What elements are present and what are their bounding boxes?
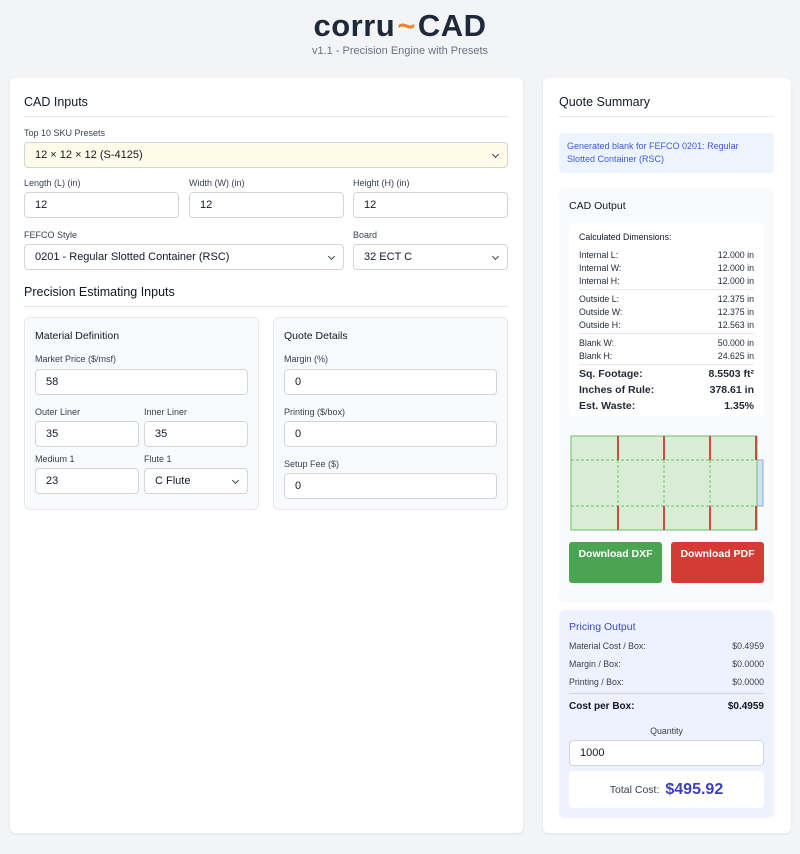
quote-details-title: Quote Details xyxy=(284,330,348,342)
fefco-select[interactable]: 0201 - Regular Slotted Container (RSC) xyxy=(24,244,344,270)
total-cost-box: Total Cost: $495.92 xyxy=(569,771,764,808)
printing-label: Printing ($/box) xyxy=(284,407,346,417)
printing-input[interactable]: 0 xyxy=(284,421,497,447)
cad-inputs-title: CAD Inputs xyxy=(24,95,88,109)
printing-row: Printing / Box: $0.0000 xyxy=(569,677,764,687)
logo-right-text: CAD xyxy=(417,8,487,43)
calculated-dimensions: Calculated Dimensions: Internal L: 12.000… xyxy=(569,223,764,416)
blank-info-message: Generated blank for FEFCO 0201: Regular … xyxy=(559,133,774,173)
width-label: Width (W) (in) xyxy=(189,178,245,188)
margin-label: Margin (%) xyxy=(284,354,329,364)
length-input[interactable]: 12 xyxy=(24,192,179,218)
glue-tab xyxy=(756,459,764,507)
box-blank-diagram xyxy=(570,435,764,531)
outer-liner-label: Outer Liner xyxy=(35,407,81,417)
margin-input[interactable]: 0 xyxy=(284,369,497,395)
dims-title: Calculated Dimensions: xyxy=(579,232,672,242)
preset-select[interactable]: 12 × 12 × 12 (S-4125) xyxy=(24,142,508,168)
quote-details-panel: Quote Details Margin (%) 0 Printing ($/b… xyxy=(273,317,508,510)
material-cost-row: Material Cost / Box: $0.4959 xyxy=(569,641,764,651)
material-title: Material Definition xyxy=(35,330,120,342)
app-logo: corru~CAD xyxy=(0,8,800,44)
dim-row: Internal L: 12.000 in xyxy=(579,250,754,260)
quote-summary-title: Quote Summary xyxy=(559,95,651,109)
outer-liner-input[interactable]: 35 xyxy=(35,421,139,447)
dim-row: Internal H: 12.000 in xyxy=(579,276,754,286)
height-label: Height (H) (in) xyxy=(353,178,410,188)
width-input[interactable]: 12 xyxy=(189,192,344,218)
dim-row: Outside H: 12.563 in xyxy=(579,320,754,330)
material-panel: Material Definition Market Price ($/msf)… xyxy=(24,317,259,510)
divider xyxy=(579,333,754,334)
download-pdf-button[interactable]: Download PDF xyxy=(671,542,764,583)
dim-row: Outside W: 12.375 in xyxy=(579,307,754,317)
logo-tilde: ~ xyxy=(397,8,416,43)
cad-output-panel: CAD Output Calculated Dimensions: Intern… xyxy=(559,188,774,603)
length-label: Length (L) (in) xyxy=(24,178,81,188)
board-select[interactable]: 32 ECT C xyxy=(353,244,508,270)
app-subtitle: v1.1 - Precision Engine with Presets xyxy=(311,45,489,57)
quote-summary-card: Quote Summary Generated blank for FEFCO … xyxy=(543,78,791,833)
setup-fee-label: Setup Fee ($) xyxy=(284,459,340,469)
flute-label: Flute 1 xyxy=(144,454,172,464)
medium-label: Medium 1 xyxy=(35,454,75,464)
dim-row: Blank W: 50.000 in xyxy=(579,338,754,348)
dim-row: Internal W: 12.000 in xyxy=(579,263,754,273)
divider xyxy=(24,116,508,117)
quantity-input[interactable]: 1000 xyxy=(569,740,764,766)
download-dxf-button[interactable]: Download DXF xyxy=(569,542,662,583)
total-cost-value: $495.92 xyxy=(665,780,724,798)
logo-left-text: corru xyxy=(313,8,396,43)
inner-liner-label: Inner Liner xyxy=(144,407,188,417)
dim-row: Blank H: 24.625 in xyxy=(579,351,754,361)
inches-of-rule-row: Inches of Rule: 378.61 in xyxy=(579,384,754,396)
cad-inputs-card: CAD Inputs Top 10 SKU Presets 12 × 12 × … xyxy=(10,78,523,833)
fefco-label: FEFCO Style xyxy=(24,230,78,240)
market-price-label: Market Price ($/msf) xyxy=(35,354,117,364)
margin-row: Margin / Box: $0.0000 xyxy=(569,659,764,669)
divider xyxy=(569,693,764,694)
board-label: Board xyxy=(353,230,378,240)
precision-title: Precision Estimating Inputs xyxy=(24,285,175,299)
divider xyxy=(579,289,754,290)
dim-row: Outside L: 12.375 in xyxy=(579,294,754,304)
total-cost-label: Total Cost: xyxy=(609,783,660,796)
market-price-input[interactable]: 58 xyxy=(35,369,248,395)
divider xyxy=(579,364,754,365)
cad-output-title: CAD Output xyxy=(569,200,626,212)
quantity-label: Quantity xyxy=(650,726,683,736)
brand-header: corru~CAD v1.1 - Precision Engine with P… xyxy=(0,8,800,57)
sq-footage-row: Sq. Footage: 8.5503 ft² xyxy=(579,368,754,380)
inner-liner-input[interactable]: 35 xyxy=(144,421,248,447)
preset-label: Top 10 SKU Presets xyxy=(24,128,106,138)
divider xyxy=(559,116,774,117)
divider xyxy=(24,306,508,307)
cost-per-box-row: Cost per Box: $0.4959 xyxy=(569,701,764,712)
pricing-output-title: Pricing Output xyxy=(569,621,636,633)
pricing-output-panel: Pricing Output Material Cost / Box: $0.49… xyxy=(559,610,774,818)
flute-select[interactable]: C Flute xyxy=(144,468,248,494)
waste-row: Est. Waste: 1.35% xyxy=(579,400,754,412)
setup-fee-input[interactable]: 0 xyxy=(284,473,497,499)
height-input[interactable]: 12 xyxy=(353,192,508,218)
medium-input[interactable]: 23 xyxy=(35,468,139,494)
